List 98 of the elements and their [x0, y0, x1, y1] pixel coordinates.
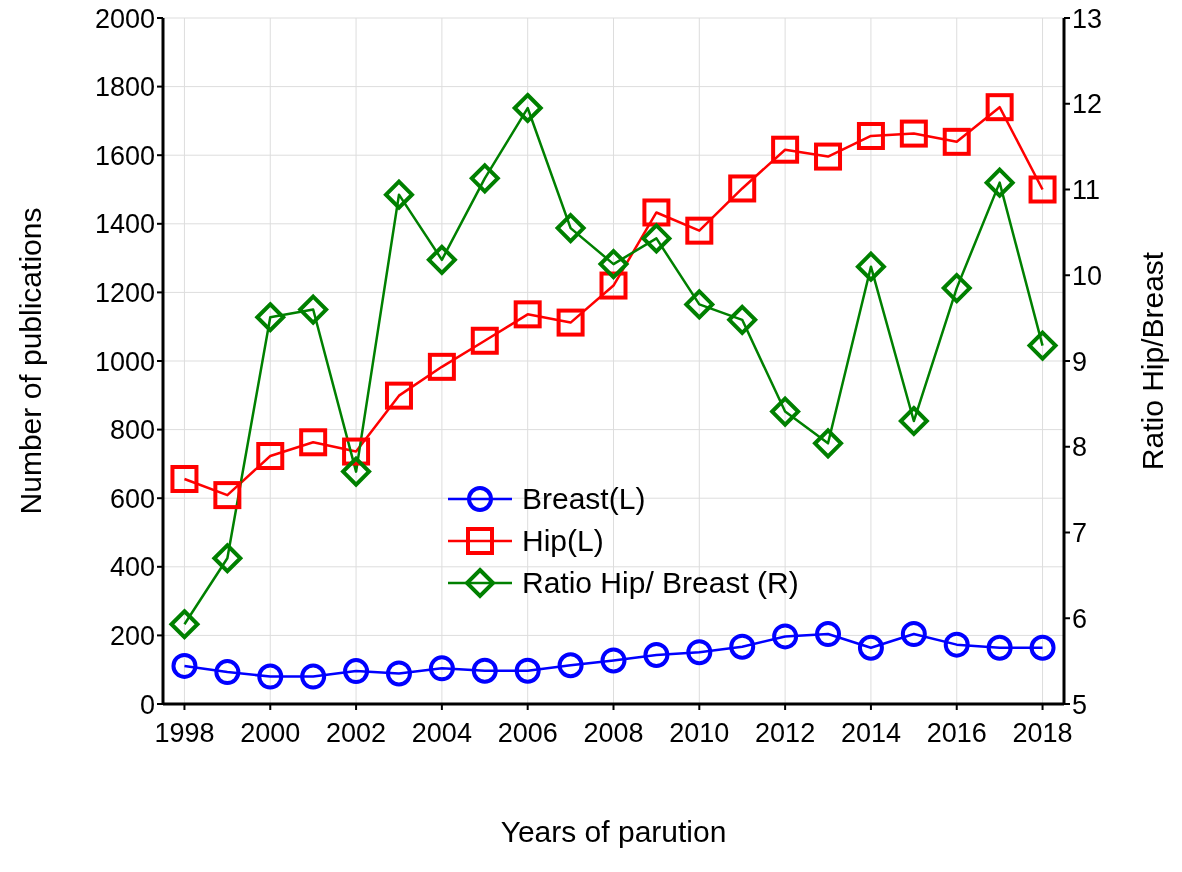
x-tick-label: 2018: [1012, 718, 1073, 748]
point: [772, 623, 799, 650]
point: [171, 652, 198, 679]
point: [942, 127, 971, 156]
point: [684, 289, 715, 320]
point: [213, 481, 242, 510]
y2-tick-label: 13: [1072, 3, 1103, 34]
point: [385, 660, 412, 687]
point: [855, 251, 886, 282]
y-tick-label: 1000: [94, 346, 155, 377]
x-tick-label: 2012: [755, 718, 816, 748]
point: [428, 655, 455, 682]
y-tick-label: 1400: [94, 209, 155, 240]
y2-tick-label: 10: [1072, 260, 1103, 291]
point: [642, 198, 671, 227]
point: [984, 167, 1015, 198]
point: [300, 663, 327, 690]
point: [898, 406, 929, 437]
point: [813, 428, 844, 459]
y-tick-label: 800: [109, 415, 155, 446]
point: [1028, 175, 1057, 204]
y2-tick-label: 5: [1072, 689, 1088, 720]
point: [728, 174, 757, 203]
point: [343, 658, 370, 685]
point: [814, 142, 843, 171]
point: [686, 639, 713, 666]
x-tick-label: 2008: [583, 718, 644, 748]
point: [471, 657, 498, 684]
point: [214, 659, 241, 686]
legend-label: Breast(L): [522, 482, 646, 516]
x-tick-label: 2004: [411, 718, 472, 748]
y2-tick-label: 6: [1072, 603, 1088, 634]
point: [299, 428, 328, 457]
y-tick-label: 0: [139, 689, 155, 720]
point: [212, 543, 243, 574]
point: [727, 304, 758, 335]
y-tick-label: 600: [109, 483, 155, 514]
point: [169, 609, 200, 640]
y2-axis-title: Ratio Hip/Breast: [1135, 251, 1169, 471]
x-tick-label: 2016: [926, 718, 987, 748]
point: [771, 135, 800, 164]
point: [514, 657, 541, 684]
point: [856, 121, 885, 150]
x-tick-label: 2006: [497, 718, 558, 748]
y-tick-label: 1600: [94, 140, 155, 171]
point: [643, 641, 670, 668]
legend-label: Ratio Hip/ Breast (R): [522, 566, 799, 600]
x-tick-label: 2000: [240, 718, 301, 748]
point: [943, 631, 970, 658]
point: [598, 249, 629, 280]
point: [985, 93, 1014, 122]
x-axis-title: Years of parution: [500, 815, 727, 848]
point: [986, 634, 1013, 661]
y-tick-label: 2000: [94, 3, 155, 34]
point: [383, 179, 414, 210]
point: [857, 634, 884, 661]
y2-tick-label: 11: [1072, 175, 1101, 206]
point: [600, 647, 627, 674]
point: [729, 633, 756, 660]
point: [685, 216, 714, 245]
y-tick-label: 400: [109, 552, 155, 583]
y-tick-label: 200: [109, 620, 155, 651]
point: [341, 456, 372, 487]
point: [513, 300, 542, 329]
point: [900, 621, 927, 648]
point: [641, 223, 672, 254]
point: [170, 464, 199, 493]
point: [557, 652, 584, 679]
point: [256, 442, 285, 471]
point: [1029, 634, 1056, 661]
point: [815, 621, 842, 648]
x-tick-label: 1998: [154, 718, 215, 748]
point: [255, 302, 286, 333]
y2-tick-label: 9: [1072, 346, 1088, 377]
point: [427, 352, 456, 381]
point: [384, 381, 413, 410]
point: [1027, 330, 1058, 361]
point: [298, 294, 329, 325]
point: [469, 163, 500, 194]
y2-tick-label: 12: [1072, 89, 1103, 120]
x-tick-label: 2010: [669, 718, 730, 748]
point: [512, 93, 543, 124]
y2-tick-label: 7: [1072, 518, 1088, 549]
point: [470, 326, 499, 355]
point: [426, 244, 457, 275]
y2-tick-label: 8: [1072, 432, 1088, 463]
point: [555, 213, 586, 244]
x-tick-label: 2002: [326, 718, 387, 748]
point: [770, 396, 801, 427]
y-tick-label: 1200: [94, 277, 155, 308]
y-tick-label: 1800: [94, 72, 155, 103]
point: [899, 119, 928, 148]
point: [257, 663, 284, 690]
point: [941, 273, 972, 304]
x-tick-label: 2014: [840, 718, 901, 748]
legend-label: Hip(L): [522, 524, 604, 558]
y-axis-title: Number of publications: [13, 207, 47, 515]
point: [556, 308, 585, 337]
